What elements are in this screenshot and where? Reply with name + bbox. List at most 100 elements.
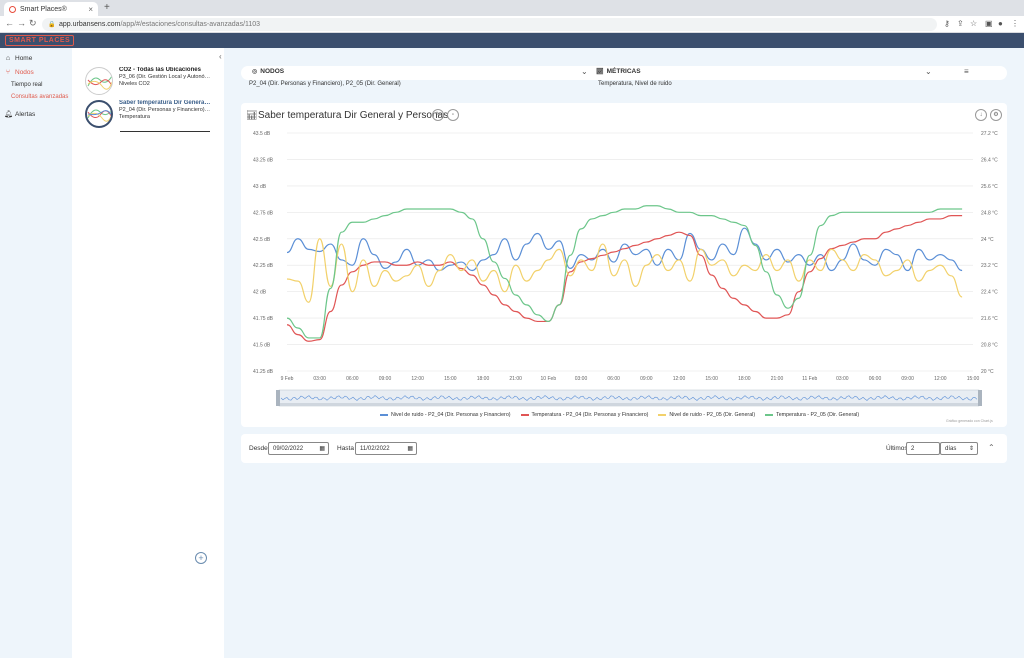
nodes-chevron-down-icon[interactable]: ⌄: [581, 67, 588, 76]
profile-icon[interactable]: ●: [998, 19, 1003, 28]
new-tab-icon[interactable]: +: [104, 2, 110, 13]
query-nodes: P3_06 (Dir. Gestión Local y Autonómica): [119, 74, 211, 80]
legend-item[interactable]: Temperatura - P2_04 (Dir. Personas y Fin…: [520, 412, 648, 418]
series-line: [286, 227, 963, 272]
y-left-tick-label: 42.75 dB: [253, 210, 274, 216]
x-tick-label: 03:00: [575, 376, 588, 382]
from-date-input[interactable]: 09/02/2022 ▦: [268, 442, 329, 455]
star-icon[interactable]: ☆: [970, 19, 978, 28]
legend-item[interactable]: Temperatura - P2_05 (Dir. General): [765, 412, 859, 418]
query-metrics: Temperatura: [119, 114, 150, 120]
y-right-tick-label: 20.8 °C: [981, 343, 998, 349]
x-tick-label: 11 Feb: [802, 376, 817, 382]
app-logo[interactable]: SMART PLACES: [5, 35, 75, 46]
x-tick-label: 9 Feb: [281, 376, 294, 382]
metrics-chevron-down-icon[interactable]: ⌄: [925, 67, 932, 76]
url-input[interactable]: 🔒 app.urbansens.com/app/#/estaciones/con…: [42, 18, 937, 31]
x-tick-label: 21:00: [509, 376, 522, 382]
query-list-item-selected[interactable]: Saber temperatura Dir General y Personas…: [85, 100, 213, 128]
add-query-button[interactable]: +: [195, 552, 207, 564]
chevron-up-icon[interactable]: ⌃: [988, 443, 995, 452]
y-right-tick-label: 26.4 °C: [981, 157, 998, 163]
y-left-tick-label: 42 dB: [253, 290, 267, 296]
calendar-icon[interactable]: ▦: [319, 446, 325, 452]
y-right-tick-label: 24.8 °C: [981, 210, 998, 216]
y-right-tick-label: 22.4 °C: [981, 290, 998, 296]
url-host: app.urbansens.com: [59, 21, 121, 28]
nodes-icon: ⑂: [5, 69, 11, 76]
collapse-panel-icon[interactable]: ‹: [219, 52, 222, 61]
to-label: Hasta: [337, 445, 354, 452]
chart-title: Saber temperatura Dir General y Personas: [258, 110, 449, 121]
y-right-tick-label: 25.6 °C: [981, 184, 998, 190]
series-line: [286, 215, 963, 342]
key-icon[interactable]: ⚷: [944, 19, 950, 28]
query-thumbnail: [85, 67, 113, 95]
x-tick-label: 06:00: [607, 376, 620, 382]
back-icon[interactable]: ←: [5, 18, 14, 28]
sidebar-item-consultas-avanzadas[interactable]: Consultas avanzadas: [11, 94, 68, 100]
chart-credit: Gráfico generado con Chart.js: [946, 419, 993, 423]
menu-icon[interactable]: ≡: [964, 67, 969, 76]
app-header: SMART PLACES: [0, 33, 1024, 48]
x-tick-label: 18:00: [738, 376, 751, 382]
y-left-tick-label: 43.5 dB: [253, 131, 271, 137]
selected-divider: [120, 131, 210, 132]
forward-icon[interactable]: →: [17, 18, 26, 28]
legend-item[interactable]: Nivel de ruido - P2_04 (Dir. Personas y …: [380, 412, 511, 418]
favicon-icon: [9, 5, 16, 13]
sidebar-item-label: Tiempo real: [11, 82, 43, 88]
edit-button[interactable]: ✎: [432, 109, 444, 121]
sidebar-item-label: Nodos: [15, 69, 34, 76]
x-tick-label: 18:00: [477, 376, 490, 382]
select-arrows-icon: ⇕: [968, 446, 974, 452]
x-tick-label: 09:00: [379, 376, 392, 382]
query-nodes: P2_04 (Dir. Personas y Financiero), P2_0…: [119, 107, 211, 113]
share-icon[interactable]: ⇪: [957, 19, 964, 28]
query-title: Saber temperatura Dir General y Personas: [119, 100, 211, 106]
x-tick-label: 12:00: [934, 376, 947, 382]
x-tick-label: 03:00: [313, 376, 326, 382]
query-title: CO2 - Todas las Ubicaciones: [119, 67, 201, 73]
chart-icon: 📊︎: [246, 110, 258, 120]
y-left-tick-label: 43 dB: [253, 184, 267, 190]
download-button[interactable]: ↓: [975, 109, 987, 121]
y-left-tick-label: 42.25 dB: [253, 263, 274, 269]
sidebar-item-label: Home: [15, 55, 33, 62]
settings-button[interactable]: ⚙: [990, 109, 1002, 121]
legend-item[interactable]: Nivel de ruido - P2_05 (Dir. General): [658, 412, 755, 418]
sidebar-item-tiempo-real[interactable]: Tiempo real: [11, 82, 42, 88]
tab-close-icon[interactable]: ×: [88, 4, 93, 14]
navigator-right-handle: [978, 390, 982, 406]
calendar-icon[interactable]: ▦: [407, 446, 413, 452]
sidebar-item-home[interactable]: ⌂ Home: [4, 55, 32, 62]
bell-icon: 🔔︎: [4, 111, 13, 118]
browser-tab[interactable]: Smart Places® ×: [4, 2, 98, 16]
metrics-filter-label[interactable]: 📈︎ MÉTRICAS: [596, 68, 641, 75]
query-list-item[interactable]: CO2 - Todas las Ubicaciones P3_06 (Dir. …: [85, 67, 213, 95]
reload-icon[interactable]: ↻: [29, 18, 37, 28]
navigator-scrollbar: [279, 403, 979, 406]
x-tick-label: 15:00: [444, 376, 457, 382]
x-tick-label: 03:00: [836, 376, 849, 382]
nodes-filter-label[interactable]: ◎ NODOS: [252, 68, 285, 75]
save-button[interactable]: ▫: [447, 109, 459, 121]
kebab-menu-icon[interactable]: ⋮: [1011, 19, 1019, 28]
y-right-tick-label: 23.2 °C: [981, 263, 998, 269]
sidebar-item-nodos[interactable]: ⑂ Nodos: [4, 69, 34, 76]
query-metrics: Niveles CO2: [119, 81, 150, 87]
line-chart: 43.5 dB 27.2 °C 43.25 dB 26.4 °C 43 dB 25.6 °…: [253, 131, 998, 407]
x-tick-label: 09:00: [901, 376, 914, 382]
y-left-tick-label: 43.25 dB: [253, 157, 274, 163]
x-tick-label: 06:00: [346, 376, 359, 382]
metrics-icon: 📈︎: [596, 69, 604, 75]
to-date-input[interactable]: 11/02/2022 ▦: [355, 442, 417, 455]
y-right-tick-label: 24 °C: [981, 237, 994, 243]
from-label: Desde: [249, 445, 268, 452]
sidepanel-icon[interactable]: ▣: [985, 19, 993, 28]
last-count-input[interactable]: 2: [906, 442, 940, 455]
sidebar-item-alertas[interactable]: 🔔︎ Alertas: [4, 110, 35, 119]
navigator-series: [280, 395, 978, 401]
query-thumbnail: [85, 100, 113, 128]
unit-select[interactable]: días ⇕: [940, 442, 978, 455]
